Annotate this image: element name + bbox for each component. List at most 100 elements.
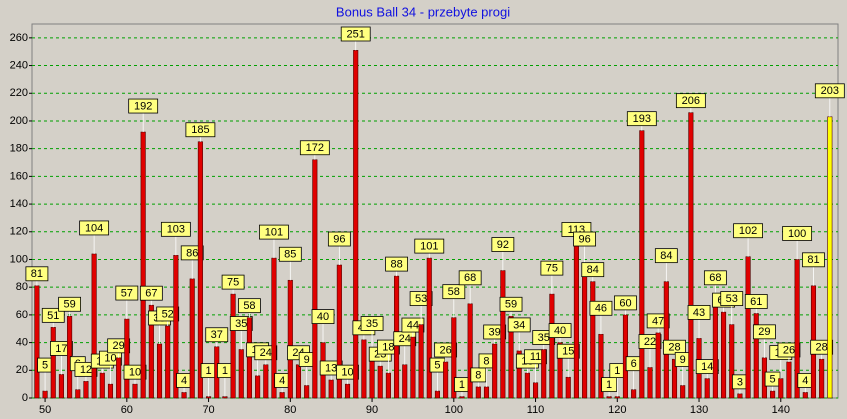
value-label-box <box>50 341 73 356</box>
x-tick-label: 80 <box>284 404 296 416</box>
value-label: 11 <box>530 351 541 363</box>
bar <box>770 390 776 399</box>
value-label-box <box>483 324 507 340</box>
value-label-box <box>139 285 163 301</box>
value-label: 5 <box>770 373 776 385</box>
bar <box>737 393 743 399</box>
value-label: 1 <box>222 365 228 377</box>
value-label: 84 <box>587 264 599 276</box>
value-label: 53 <box>415 293 427 305</box>
value-label: 52 <box>162 308 174 320</box>
y-tick-label: 160 <box>10 170 28 182</box>
bar <box>500 270 506 399</box>
bar <box>295 364 302 399</box>
bar <box>222 396 228 399</box>
value-label-box <box>581 262 605 278</box>
value-label-box <box>41 307 65 323</box>
bar <box>475 386 481 399</box>
value-label: 81 <box>31 268 43 280</box>
value-label: 4 <box>802 375 808 387</box>
value-label: 15 <box>562 346 574 358</box>
value-label-box <box>524 349 547 365</box>
value-label: 192 <box>134 100 152 112</box>
value-label-box <box>340 26 371 42</box>
value-label: 1 <box>606 379 612 391</box>
value-label-box <box>782 226 813 241</box>
value-label: 18 <box>382 341 394 353</box>
value-label-box <box>229 316 253 331</box>
value-label-box <box>458 270 482 286</box>
value-label: 4 <box>181 375 187 387</box>
bar <box>655 332 661 399</box>
value-label: 9 <box>680 354 686 366</box>
value-label: 10 <box>104 353 116 365</box>
value-label: 5 <box>434 359 440 371</box>
value-label-box <box>720 291 744 306</box>
value-label-box <box>442 284 466 300</box>
value-label-box <box>646 313 670 329</box>
value-label-box <box>810 339 834 355</box>
value-label-box <box>654 248 678 264</box>
value-label: 59 <box>505 299 517 311</box>
chart-title: Bonus Ball 34 - przebyte progi <box>336 4 510 19</box>
value-label: 22 <box>644 336 656 348</box>
value-label: 35 <box>235 318 247 330</box>
value-label: 34 <box>513 319 525 331</box>
bar <box>353 50 359 399</box>
value-label-box <box>360 316 384 331</box>
value-label: 60 <box>619 297 631 309</box>
bar <box>467 303 473 399</box>
value-label: 1 <box>614 365 620 377</box>
value-label: 43 <box>693 307 705 319</box>
value-label: 88 <box>390 259 402 271</box>
y-tick-label: 240 <box>10 59 28 71</box>
value-label-box <box>385 256 408 272</box>
bar <box>255 375 261 399</box>
value-label: 68 <box>464 272 476 284</box>
value-label-box <box>802 252 825 268</box>
value-label-box <box>548 323 572 338</box>
bar <box>614 396 620 399</box>
value-label-box <box>601 377 618 393</box>
bar <box>91 253 97 399</box>
value-label: 28 <box>816 342 828 354</box>
bar <box>426 257 432 399</box>
value-label: 102 <box>739 225 757 237</box>
value-label-box <box>626 111 657 127</box>
bar <box>287 279 293 399</box>
value-label-box <box>409 291 433 306</box>
bar <box>83 381 89 399</box>
value-label: 104 <box>85 222 103 234</box>
value-label-box <box>25 266 49 282</box>
y-tick-label: 180 <box>10 143 28 155</box>
value-label: 37 <box>211 329 223 341</box>
value-label-box <box>556 343 580 359</box>
value-label: 81 <box>807 254 819 266</box>
bar <box>590 281 596 399</box>
value-label-box <box>311 309 335 324</box>
bar <box>238 349 244 399</box>
bar <box>344 383 351 399</box>
bar <box>50 327 56 399</box>
value-label: 51 <box>47 310 59 322</box>
bar <box>712 303 718 399</box>
value-label-box <box>470 367 487 383</box>
value-label-box <box>507 317 531 333</box>
value-label: 24 <box>260 347 272 359</box>
bar <box>541 349 547 399</box>
bar <box>377 365 383 399</box>
value-label: 103 <box>167 224 185 236</box>
value-label: 96 <box>578 233 590 245</box>
bar <box>42 390 48 399</box>
value-label-box <box>278 246 302 262</box>
bar <box>606 396 612 399</box>
bar <box>361 339 367 399</box>
y-tick-label: 200 <box>10 115 28 127</box>
x-tick-label: 120 <box>608 404 626 416</box>
value-label: 1 <box>206 365 212 377</box>
value-label: 193 <box>633 113 651 125</box>
bar <box>745 256 751 399</box>
y-tick-label: 0 <box>22 392 28 404</box>
value-label-box <box>327 231 351 247</box>
x-tick-label: 50 <box>39 404 51 416</box>
